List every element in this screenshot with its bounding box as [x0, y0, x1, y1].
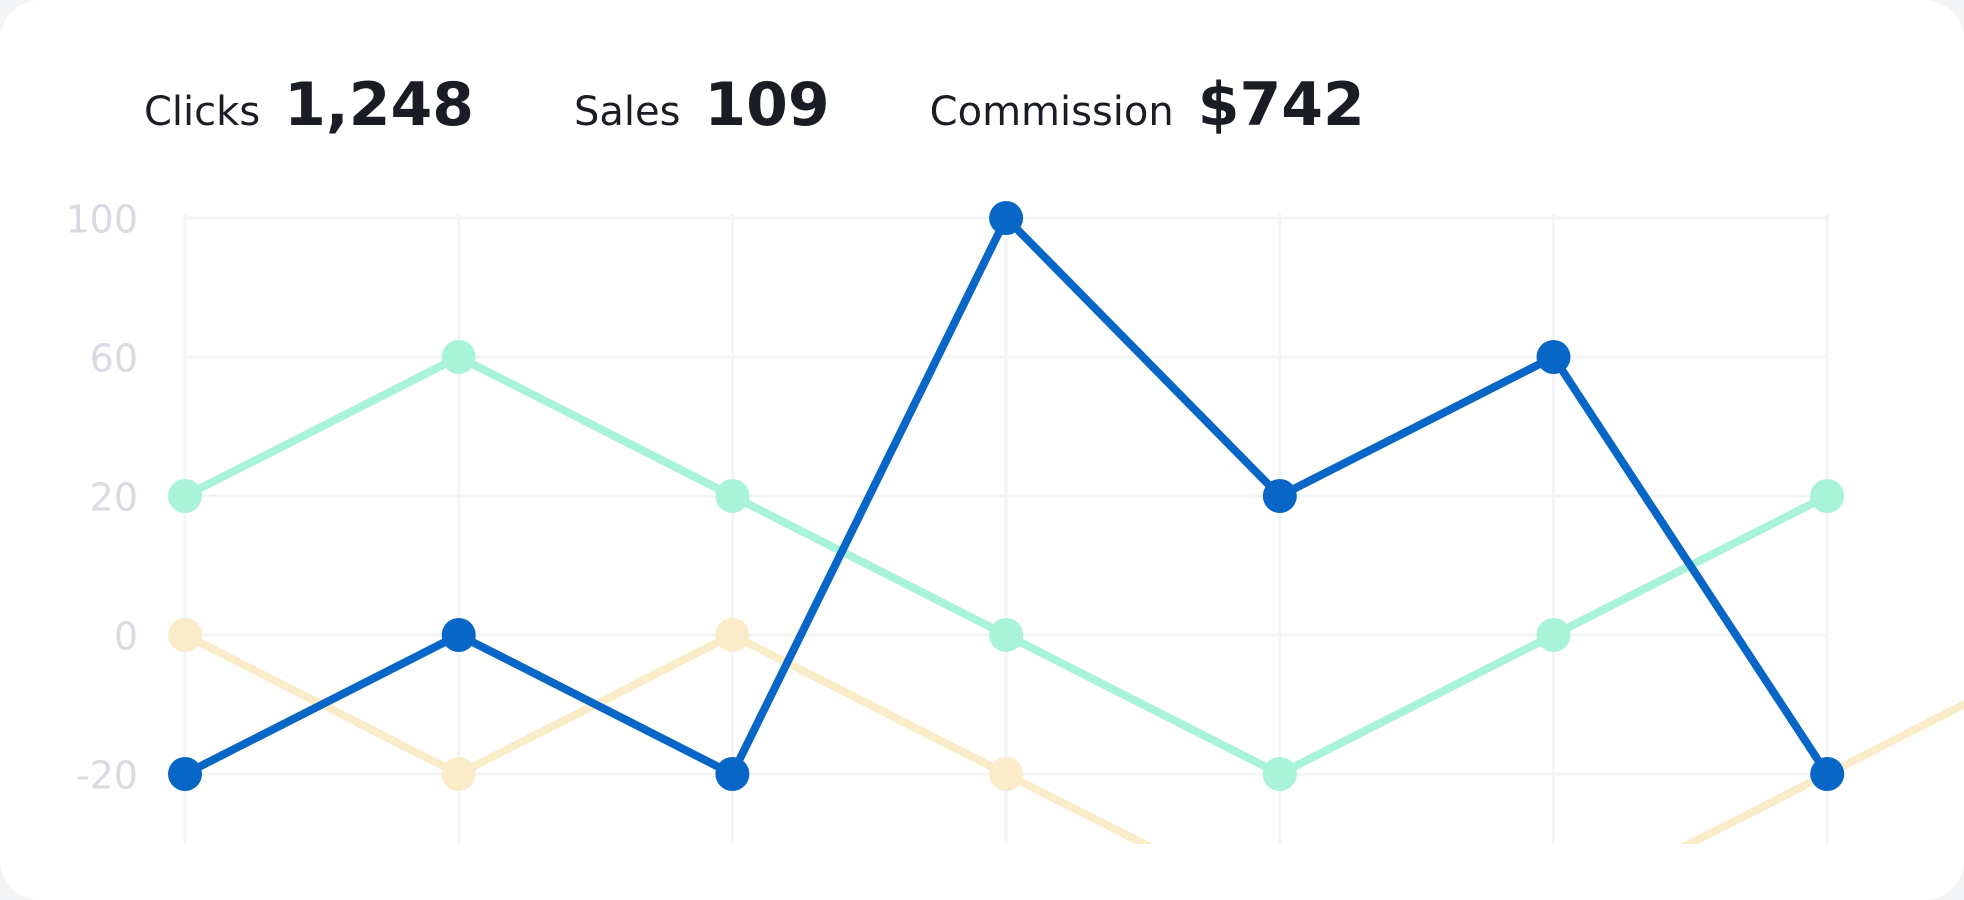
- y-tick-label: 100: [65, 198, 138, 242]
- point: [1810, 479, 1845, 513]
- point: [715, 479, 750, 513]
- point: [715, 618, 750, 652]
- y-tick-label: 20: [90, 476, 138, 520]
- chart: -20 0 20 60 100: [65, 198, 1964, 844]
- stat: Clicks 1,248: [144, 70, 474, 140]
- stat-label: Clicks: [144, 89, 261, 135]
- point: [1536, 618, 1571, 652]
- point: [989, 618, 1024, 652]
- point: [989, 757, 1024, 791]
- stats: Clicks 1,248 Sales 109 Commission $742: [144, 70, 1465, 140]
- y-tick-label: -20: [76, 754, 138, 798]
- point: [168, 479, 202, 513]
- stat-value: 109: [704, 70, 830, 140]
- point: [1810, 757, 1845, 791]
- point: [168, 618, 202, 652]
- point: [1536, 340, 1571, 374]
- point: [168, 757, 202, 791]
- stat-value: $742: [1197, 70, 1365, 140]
- point: [441, 757, 476, 791]
- point: [441, 340, 476, 374]
- point: [715, 757, 750, 791]
- stat-value: 1,248: [284, 70, 474, 140]
- y-tick-label: 0: [114, 615, 138, 659]
- point: [1262, 757, 1297, 791]
- stat: Sales 109: [574, 70, 830, 140]
- point: [1262, 479, 1297, 513]
- point: [441, 618, 476, 652]
- stat-label: Commission: [929, 89, 1174, 135]
- stat-label: Sales: [573, 89, 681, 135]
- stat: Commission $742: [930, 70, 1365, 140]
- y-tick-label: 60: [90, 337, 138, 381]
- point: [989, 201, 1024, 235]
